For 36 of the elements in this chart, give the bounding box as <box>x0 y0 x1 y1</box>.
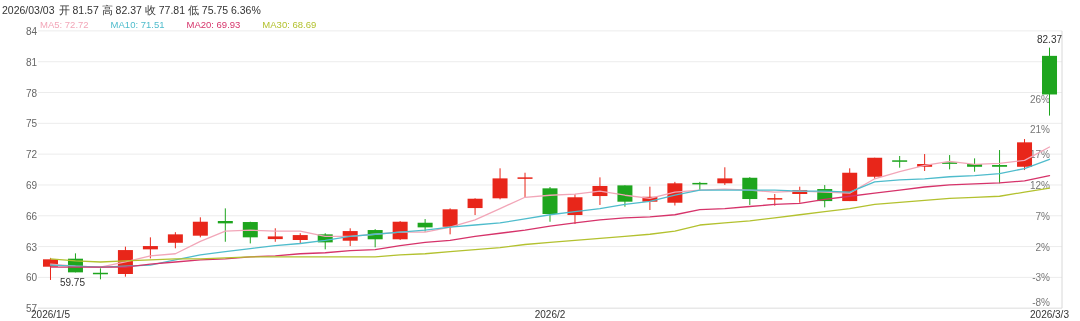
candlestick <box>617 184 633 208</box>
chart-subtitle: 开 81.57 高 82.37 收 77.81 低 75.75 6.36% <box>58 4 261 16</box>
text: MA30: 68.69 <box>262 19 317 30</box>
text: MA20: 69.93 <box>186 19 241 30</box>
candlestick <box>492 167 508 200</box>
annotation: 59.75 <box>59 276 86 288</box>
x-tick-label: 2026/2 <box>534 309 566 320</box>
x-tick-label: 2026/3/3 <box>1030 309 1070 320</box>
y-tick-label: 69 <box>25 179 38 191</box>
y-tick-label: 84 <box>25 25 38 37</box>
y-tick-label: 81 <box>25 56 38 68</box>
y-tick-label: 72 <box>25 149 38 161</box>
y2-tick-label: 7% <box>1035 210 1051 222</box>
y2-tick-label: 12% <box>1029 179 1051 191</box>
candlestick <box>142 236 158 259</box>
text: MA10: 71.51 <box>110 19 165 30</box>
y2-tick-label: 26% <box>1029 93 1051 105</box>
y-tick-label: 66 <box>25 210 38 222</box>
y2-tick-label: 21% <box>1029 124 1051 136</box>
candlestick <box>992 149 1008 184</box>
candlestick <box>467 197 483 216</box>
y2-tick-label: -3% <box>1032 272 1051 284</box>
chart-title: 2026/03/03 <box>2 4 55 16</box>
y-tick-label: 60 <box>25 272 38 284</box>
y-tick-label: 63 <box>25 241 38 253</box>
candlestick <box>442 207 458 235</box>
candlestick <box>192 216 208 238</box>
candlestick <box>567 193 583 225</box>
x-tick-label: 2026/1/5 <box>31 309 71 320</box>
text: MA5: 72.72 <box>40 19 89 30</box>
y-tick-label: 75 <box>25 118 38 130</box>
annotation: 82.37 <box>1037 33 1063 45</box>
y-tick-label: 78 <box>25 87 38 99</box>
candlestick <box>517 172 533 198</box>
y2-tick-label: 2% <box>1035 241 1051 253</box>
y2-tick-label: -8% <box>1032 297 1051 309</box>
